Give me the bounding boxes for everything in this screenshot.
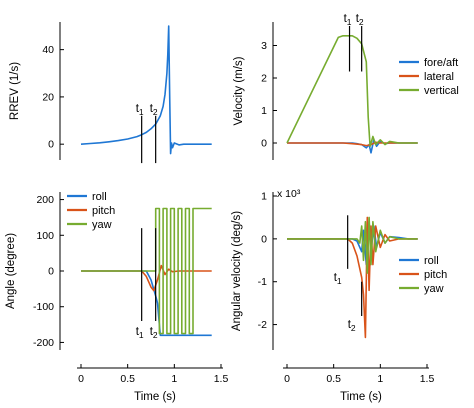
series-line-series-0 <box>80 25 212 155</box>
x-tick-label: 1.5 <box>420 373 435 385</box>
legend-angle: roll pitch yaw <box>67 191 115 231</box>
x-axis-label: Time (s) <box>340 391 382 403</box>
x-tick-label: 1 <box>377 373 383 385</box>
legend-label: yaw <box>92 219 112 231</box>
series-line-yaw <box>81 207 212 335</box>
series-line-lateral <box>287 141 418 147</box>
legend-angular-velocity: roll pitch yaw <box>399 255 447 295</box>
series-line-pitch <box>81 264 212 292</box>
y-tick-label: 1 <box>261 191 267 203</box>
panel-angular-velocity: -2 -1 0 1 0 0.5 1 1.5 Time (s) Angular velocity (… <box>231 188 447 403</box>
y-tick-label: 0 <box>261 138 267 150</box>
legend-label: roll <box>424 255 439 267</box>
y-tick-label: 0 <box>261 233 267 245</box>
event-marker-label: t1 <box>136 103 144 117</box>
x-tick-label: 0 <box>284 373 290 385</box>
y-tick-label: 0 <box>48 139 54 151</box>
panel-angle: -200 -100 0 100 200 0 0.5 1 1.5 Time (s) Angle (de… <box>5 191 228 403</box>
legend-label: vertical <box>424 85 459 97</box>
scale-note: x 10³ <box>277 188 301 200</box>
x-axis-label: Time (s) <box>134 391 176 403</box>
legend-label: fore/aft <box>424 57 458 69</box>
y-tick-label: 0 <box>48 266 54 278</box>
legend-label: pitch <box>92 205 115 217</box>
panel-velocity: 0 1 2 3 Velocity (m/s) t1 t2 fore/aft lateral ver… <box>233 13 459 160</box>
y-axis-label: RREV (1/s) <box>9 62 21 120</box>
y-tick-label: -1 <box>258 276 267 288</box>
y-tick-label: 200 <box>36 194 54 206</box>
y-tick-label: 1 <box>261 105 267 117</box>
legend-velocity: fore/aft lateral vertical <box>399 57 459 97</box>
legend-label: yaw <box>424 283 444 295</box>
series-line-pitch <box>287 216 418 339</box>
series-line-vertical <box>286 34 418 148</box>
y-axis-label: Velocity (m/s) <box>233 56 245 125</box>
legend-label: pitch <box>424 269 447 281</box>
event-marker-label: t2 <box>356 13 364 27</box>
y-tick-label: 100 <box>36 230 54 242</box>
x-tick-label: 0 <box>78 373 84 385</box>
y-tick-label: -200 <box>33 337 54 349</box>
event-marker-label: t1 <box>136 326 144 340</box>
x-tick-label: 1 <box>171 373 177 385</box>
x-tick-label: 0.5 <box>326 373 341 385</box>
event-marker-label: t1 <box>344 13 352 27</box>
panel-rrev: 0 20 40 RREV (1/s) t1 t2 <box>9 22 212 164</box>
y-tick-label: 20 <box>42 91 54 103</box>
event-marker-label: t1 <box>334 272 342 286</box>
y-tick-label: 2 <box>261 73 267 85</box>
legend-label: roll <box>92 191 107 203</box>
y-tick-label: 3 <box>261 40 267 52</box>
legend-label: lateral <box>424 71 454 83</box>
y-tick-label: 40 <box>42 44 54 56</box>
event-marker-label: t2 <box>150 326 158 340</box>
y-axis-label: Angular velocity (deg/s) <box>231 211 243 331</box>
series-line-roll <box>81 270 212 337</box>
y-axis-label: Angle (degree) <box>5 233 17 309</box>
x-tick-label: 1.5 <box>214 373 229 385</box>
y-tick-label: -100 <box>33 301 54 313</box>
x-tick-label: 0.5 <box>120 373 135 385</box>
series-line-fore/aft <box>287 139 418 154</box>
event-marker-label: t2 <box>150 103 158 117</box>
y-tick-label: -2 <box>258 319 267 331</box>
event-marker-label: t2 <box>348 319 356 333</box>
series-line-yaw <box>287 216 418 274</box>
